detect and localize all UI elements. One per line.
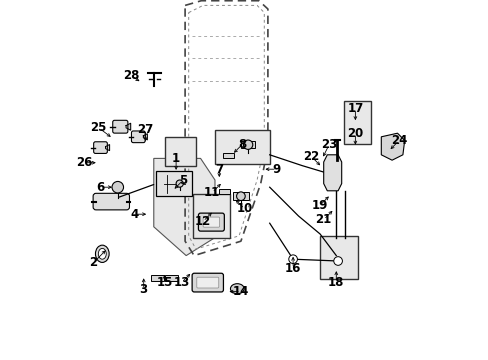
Polygon shape xyxy=(153,158,215,256)
Text: 13: 13 xyxy=(173,276,189,289)
FancyBboxPatch shape xyxy=(198,213,224,231)
Circle shape xyxy=(288,255,297,264)
Ellipse shape xyxy=(230,284,244,294)
Bar xyxy=(219,189,230,194)
Text: 16: 16 xyxy=(285,262,301,275)
Bar xyxy=(241,141,255,148)
Ellipse shape xyxy=(98,248,106,259)
Text: 5: 5 xyxy=(179,174,187,186)
Text: 20: 20 xyxy=(346,127,363,140)
Text: 9: 9 xyxy=(272,163,281,176)
Text: 24: 24 xyxy=(390,134,407,147)
FancyBboxPatch shape xyxy=(113,120,127,133)
Polygon shape xyxy=(105,145,109,150)
FancyBboxPatch shape xyxy=(196,277,218,288)
Text: 6: 6 xyxy=(96,181,104,194)
Text: 2: 2 xyxy=(89,256,97,269)
Text: 26: 26 xyxy=(76,156,92,169)
Text: 7: 7 xyxy=(215,163,223,176)
FancyBboxPatch shape xyxy=(203,217,219,227)
Text: 17: 17 xyxy=(346,102,363,115)
Text: 4: 4 xyxy=(130,208,139,221)
Circle shape xyxy=(176,180,183,187)
Text: 19: 19 xyxy=(311,199,327,212)
Polygon shape xyxy=(143,134,147,140)
Bar xyxy=(222,153,234,158)
FancyBboxPatch shape xyxy=(94,142,107,153)
Bar xyxy=(164,275,177,281)
Text: 11: 11 xyxy=(203,186,220,199)
Bar xyxy=(232,192,248,200)
Circle shape xyxy=(112,181,123,193)
Text: 27: 27 xyxy=(137,123,153,136)
Polygon shape xyxy=(381,133,404,160)
Text: 23: 23 xyxy=(320,138,337,151)
Text: 25: 25 xyxy=(90,121,107,134)
Text: 22: 22 xyxy=(303,150,319,163)
FancyBboxPatch shape xyxy=(93,193,129,210)
FancyBboxPatch shape xyxy=(156,171,192,196)
FancyBboxPatch shape xyxy=(343,101,370,144)
Polygon shape xyxy=(323,155,341,191)
Text: 18: 18 xyxy=(327,276,344,289)
Ellipse shape xyxy=(95,245,109,262)
Text: 1: 1 xyxy=(172,152,180,165)
Circle shape xyxy=(236,192,244,201)
Text: 28: 28 xyxy=(122,69,139,82)
Text: 12: 12 xyxy=(195,215,211,228)
Text: 10: 10 xyxy=(236,202,252,215)
FancyBboxPatch shape xyxy=(192,273,223,292)
Text: 14: 14 xyxy=(232,285,248,298)
Text: 21: 21 xyxy=(315,213,331,226)
Polygon shape xyxy=(126,123,130,130)
FancyBboxPatch shape xyxy=(164,137,196,166)
Circle shape xyxy=(333,257,342,265)
Circle shape xyxy=(243,140,252,149)
Text: 8: 8 xyxy=(238,138,246,150)
Text: 3: 3 xyxy=(140,283,147,296)
FancyBboxPatch shape xyxy=(131,131,145,143)
FancyBboxPatch shape xyxy=(215,130,269,164)
Bar xyxy=(151,275,163,281)
Text: 15: 15 xyxy=(156,276,172,289)
FancyBboxPatch shape xyxy=(320,236,357,279)
FancyBboxPatch shape xyxy=(193,194,230,238)
